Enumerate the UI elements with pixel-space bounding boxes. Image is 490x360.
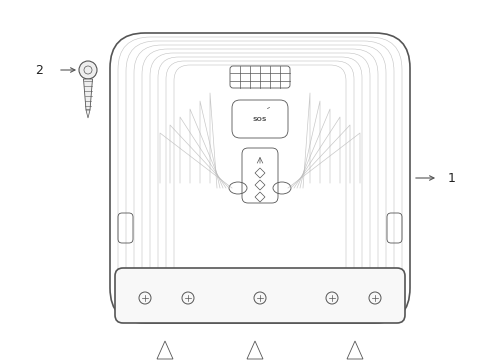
Text: 2: 2 [35, 63, 43, 77]
FancyBboxPatch shape [115, 268, 405, 323]
Text: 1: 1 [448, 171, 456, 185]
Polygon shape [86, 110, 90, 118]
Polygon shape [83, 79, 93, 110]
Circle shape [79, 61, 97, 79]
Text: SOS: SOS [253, 117, 267, 122]
